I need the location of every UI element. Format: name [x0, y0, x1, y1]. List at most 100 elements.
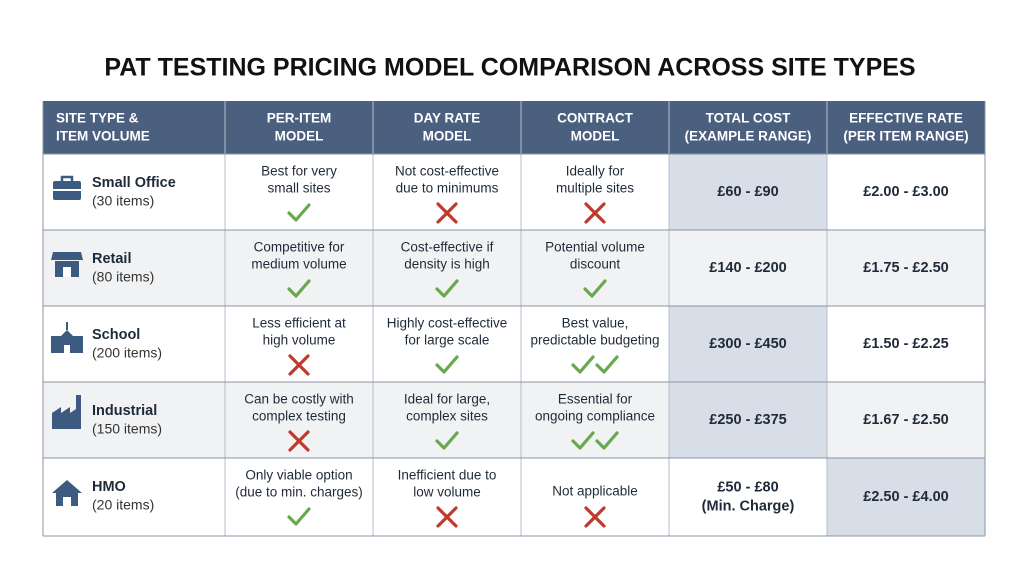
site-icon — [53, 189, 81, 191]
header-text: MODEL — [275, 129, 324, 144]
cell-text: Only viable option — [245, 468, 352, 483]
header-text: TOTAL COST — [706, 111, 792, 126]
effective-rate: £1.67 - £2.50 — [863, 412, 948, 428]
site-name: Retail — [92, 251, 132, 267]
header-text: PER-ITEM — [267, 111, 332, 126]
header-text: ITEM VOLUME — [56, 129, 150, 144]
cross-icon — [288, 430, 310, 452]
total-cost: £250 - £375 — [709, 412, 786, 428]
cell-text: Best value, — [562, 316, 629, 331]
cell-text: Inefficient due to — [398, 468, 497, 483]
check-icon — [583, 279, 607, 298]
site-icon — [66, 322, 68, 330]
site-name: Industrial — [92, 403, 157, 419]
header-text: SITE TYPE & — [56, 111, 139, 126]
effective-rate: £1.50 - £2.25 — [863, 336, 948, 352]
check-icon — [595, 431, 619, 450]
cell-highlight — [669, 154, 827, 230]
cell-text: complex sites — [406, 409, 488, 424]
check-icon — [287, 279, 311, 298]
check-icon — [435, 431, 459, 450]
cross-icon — [584, 506, 606, 528]
check-icon — [595, 355, 619, 374]
cell-text: discount — [570, 257, 621, 272]
cell-text: medium volume — [251, 257, 346, 272]
cell-text: low volume — [413, 485, 481, 500]
cell-text: Ideal for large, — [404, 392, 490, 407]
cell-text: due to minimums — [396, 181, 499, 196]
header-text: CONTRACT — [557, 111, 633, 126]
check-icon — [287, 203, 311, 222]
cell-text: small sites — [267, 181, 330, 196]
header-text: MODEL — [571, 129, 620, 144]
effective-rate: £2.00 - £3.00 — [863, 184, 948, 200]
site-name: School — [92, 327, 140, 343]
check-icon — [571, 431, 595, 450]
site-name: Small Office — [92, 175, 176, 191]
cell-highlight — [827, 458, 985, 536]
cross-icon — [436, 506, 458, 528]
cell-text: Not cost-effective — [395, 164, 499, 179]
cell-text: Potential volume — [545, 240, 645, 255]
cell-text: Ideally for — [566, 164, 625, 179]
cell-text: Not applicable — [552, 484, 638, 499]
site-items: (200 items) — [92, 345, 162, 361]
site-icon — [61, 330, 73, 336]
site-items: (20 items) — [92, 497, 154, 513]
site-name: HMO — [92, 479, 126, 495]
cross-icon — [584, 202, 606, 224]
total-cost: £300 - £450 — [709, 336, 786, 352]
cell-text: density is high — [404, 257, 490, 272]
row-bg — [43, 306, 985, 382]
header-text: MODEL — [423, 129, 472, 144]
row-bg — [43, 154, 985, 230]
cell-text: high volume — [263, 333, 336, 348]
header-text: (PER ITEM RANGE) — [843, 129, 968, 144]
header-text: DAY RATE — [414, 111, 481, 126]
header-text: (EXAMPLE RANGE) — [685, 129, 812, 144]
cell-highlight — [669, 382, 827, 458]
total-cost: (Min. Charge) — [702, 498, 795, 514]
cross-icon — [436, 202, 458, 224]
check-icon — [435, 279, 459, 298]
cell-text: (due to min. charges) — [235, 485, 363, 500]
site-icon — [52, 480, 82, 506]
site-icon — [51, 336, 83, 353]
cell-text: Essential for — [558, 392, 633, 407]
cell-text: complex testing — [252, 409, 346, 424]
site-icon — [64, 345, 70, 353]
cell-text: Competitive for — [254, 240, 345, 255]
site-items: (30 items) — [92, 193, 154, 209]
cross-icon — [288, 354, 310, 376]
row-bg — [43, 230, 985, 306]
site-items: (150 items) — [92, 421, 162, 437]
total-cost: £60 - £90 — [717, 184, 778, 200]
cell-text: Can be costly with — [244, 392, 354, 407]
cell-text: ongoing compliance — [535, 409, 655, 424]
cell-text: multiple sites — [556, 181, 634, 196]
site-icon — [51, 252, 83, 260]
row-bg — [43, 382, 985, 458]
site-icon — [52, 395, 81, 429]
site-icon — [63, 497, 71, 506]
cell-text: Best for very — [261, 164, 337, 179]
check-icon — [287, 507, 311, 526]
header-text: EFFECTIVE RATE — [849, 111, 963, 126]
cell-text: predictable budgeting — [530, 333, 659, 348]
effective-rate: £1.75 - £2.50 — [863, 260, 948, 276]
total-cost: £140 - £200 — [709, 260, 786, 276]
cell-text: Less efficient at — [252, 316, 346, 331]
cell-text: Cost-effective if — [401, 240, 494, 255]
header-bg — [43, 101, 985, 154]
cell-text: Highly cost-effective — [387, 316, 508, 331]
site-items: (80 items) — [92, 269, 154, 285]
cell-highlight — [669, 306, 827, 382]
check-icon — [435, 355, 459, 374]
check-icon — [571, 355, 595, 374]
effective-rate: £2.50 - £4.00 — [863, 489, 948, 505]
cell-text: for large scale — [405, 333, 490, 348]
site-icon — [60, 175, 74, 181]
site-icon — [63, 267, 71, 277]
title: PAT TESTING PRICING MODEL COMPARISON ACR… — [104, 54, 915, 82]
